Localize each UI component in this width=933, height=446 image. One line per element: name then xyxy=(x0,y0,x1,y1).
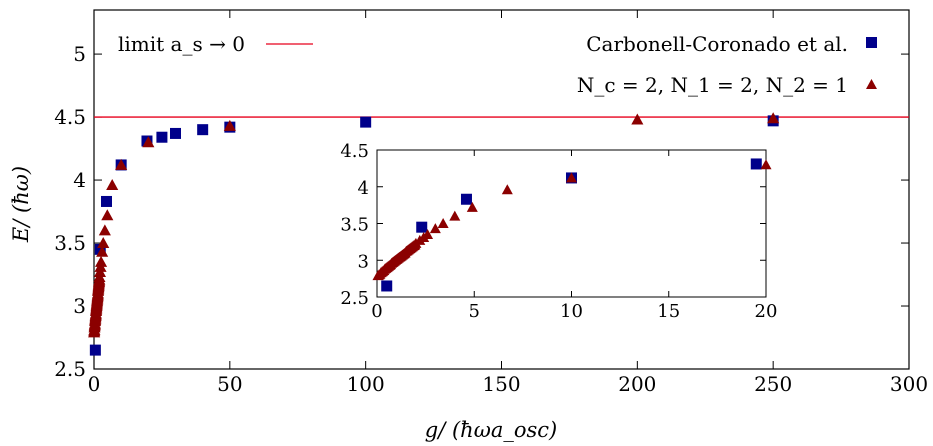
main-x-tick-label: 200 xyxy=(618,372,656,396)
inset-x-tick-label: 15 xyxy=(657,301,680,322)
inset-point-triangle xyxy=(449,210,461,221)
main-point-triangle xyxy=(106,179,119,191)
main-y-tick-label: 5 xyxy=(73,42,86,66)
inset-point-triangle xyxy=(566,172,577,183)
main-x-tick-label: 0 xyxy=(88,372,101,396)
main-x-tick-label: 250 xyxy=(754,372,792,396)
inset-point-triangle xyxy=(760,159,772,170)
inset-point-triangle xyxy=(501,184,513,195)
main-point-triangle xyxy=(97,236,110,248)
legend-series1-label: Carbonell-Coronado et al. xyxy=(586,32,848,56)
legend-limit-label: limit a_s → 0 xyxy=(118,32,245,56)
inset-point-square xyxy=(750,158,762,170)
legend-series1-marker xyxy=(866,37,877,48)
inset-y-tick-label: 2.5 xyxy=(340,288,369,309)
inset-point-square xyxy=(381,280,393,292)
y-axis-label: E/ (ħω) xyxy=(9,166,33,243)
main-point-triangle xyxy=(101,209,114,221)
main-x-tick-label: 100 xyxy=(347,372,385,396)
inset-point-square xyxy=(460,193,472,205)
main-point-square xyxy=(89,344,101,356)
main-point-triangle xyxy=(95,255,108,267)
main-point-square xyxy=(170,127,181,139)
main-point-triangle xyxy=(115,158,128,170)
main-y-tick-label: 4 xyxy=(73,168,86,192)
inset-x-tick-label: 0 xyxy=(371,301,382,322)
main-point-triangle xyxy=(96,245,109,257)
legend: limit a_s → 0 Carbonell-Coronado et al. … xyxy=(118,32,877,97)
inset-point-triangle xyxy=(422,229,434,240)
main-point-triangle xyxy=(631,113,644,125)
main-y-tick-label: 3 xyxy=(73,294,86,318)
inset-x-tick-label: 20 xyxy=(755,301,778,322)
main-point-square xyxy=(197,124,209,136)
inset-point-triangle xyxy=(466,201,478,212)
legend-series2-label: N_c = 2, N_1 = 2, N_2 = 1 xyxy=(577,73,848,97)
inset-background xyxy=(331,140,776,327)
main-y-tick-label: 3.5 xyxy=(54,231,86,255)
inset-point-triangle xyxy=(437,218,449,228)
main-x-tick-label: 300 xyxy=(890,372,928,396)
main-x-tick-label: 50 xyxy=(217,372,242,396)
inset-y-tick-label: 3 xyxy=(358,251,369,272)
main-point-triangle xyxy=(223,119,236,131)
x-axis-label: g/ (ħωa_osc) xyxy=(425,418,557,442)
main-x-tick-label: 150 xyxy=(482,372,520,396)
inset-point-triangle xyxy=(429,223,441,234)
main-point-triangle xyxy=(98,224,111,236)
main-point-square xyxy=(360,116,372,128)
inset-x-tick-label: 5 xyxy=(469,301,480,322)
inset-plot: 0 5 10 15 20 2.5 3 3.5 4 4.5 xyxy=(331,140,777,327)
inset-y-tick-label: 4.5 xyxy=(340,141,369,162)
inset-y-tick-label: 4 xyxy=(358,178,369,199)
main-point-square xyxy=(156,131,168,143)
main-point-triangle xyxy=(142,136,155,148)
main-point-square xyxy=(100,195,112,207)
main-point-triangle xyxy=(767,112,780,124)
legend-series2-marker xyxy=(866,79,877,89)
inset-x-tick-label: 10 xyxy=(560,301,583,322)
inset-point-square xyxy=(416,221,428,233)
inset-y-tick-label: 3.5 xyxy=(340,215,369,236)
main-y-tick-label: 4.5 xyxy=(54,105,86,129)
main-y-tick-label: 2.5 xyxy=(54,357,86,381)
